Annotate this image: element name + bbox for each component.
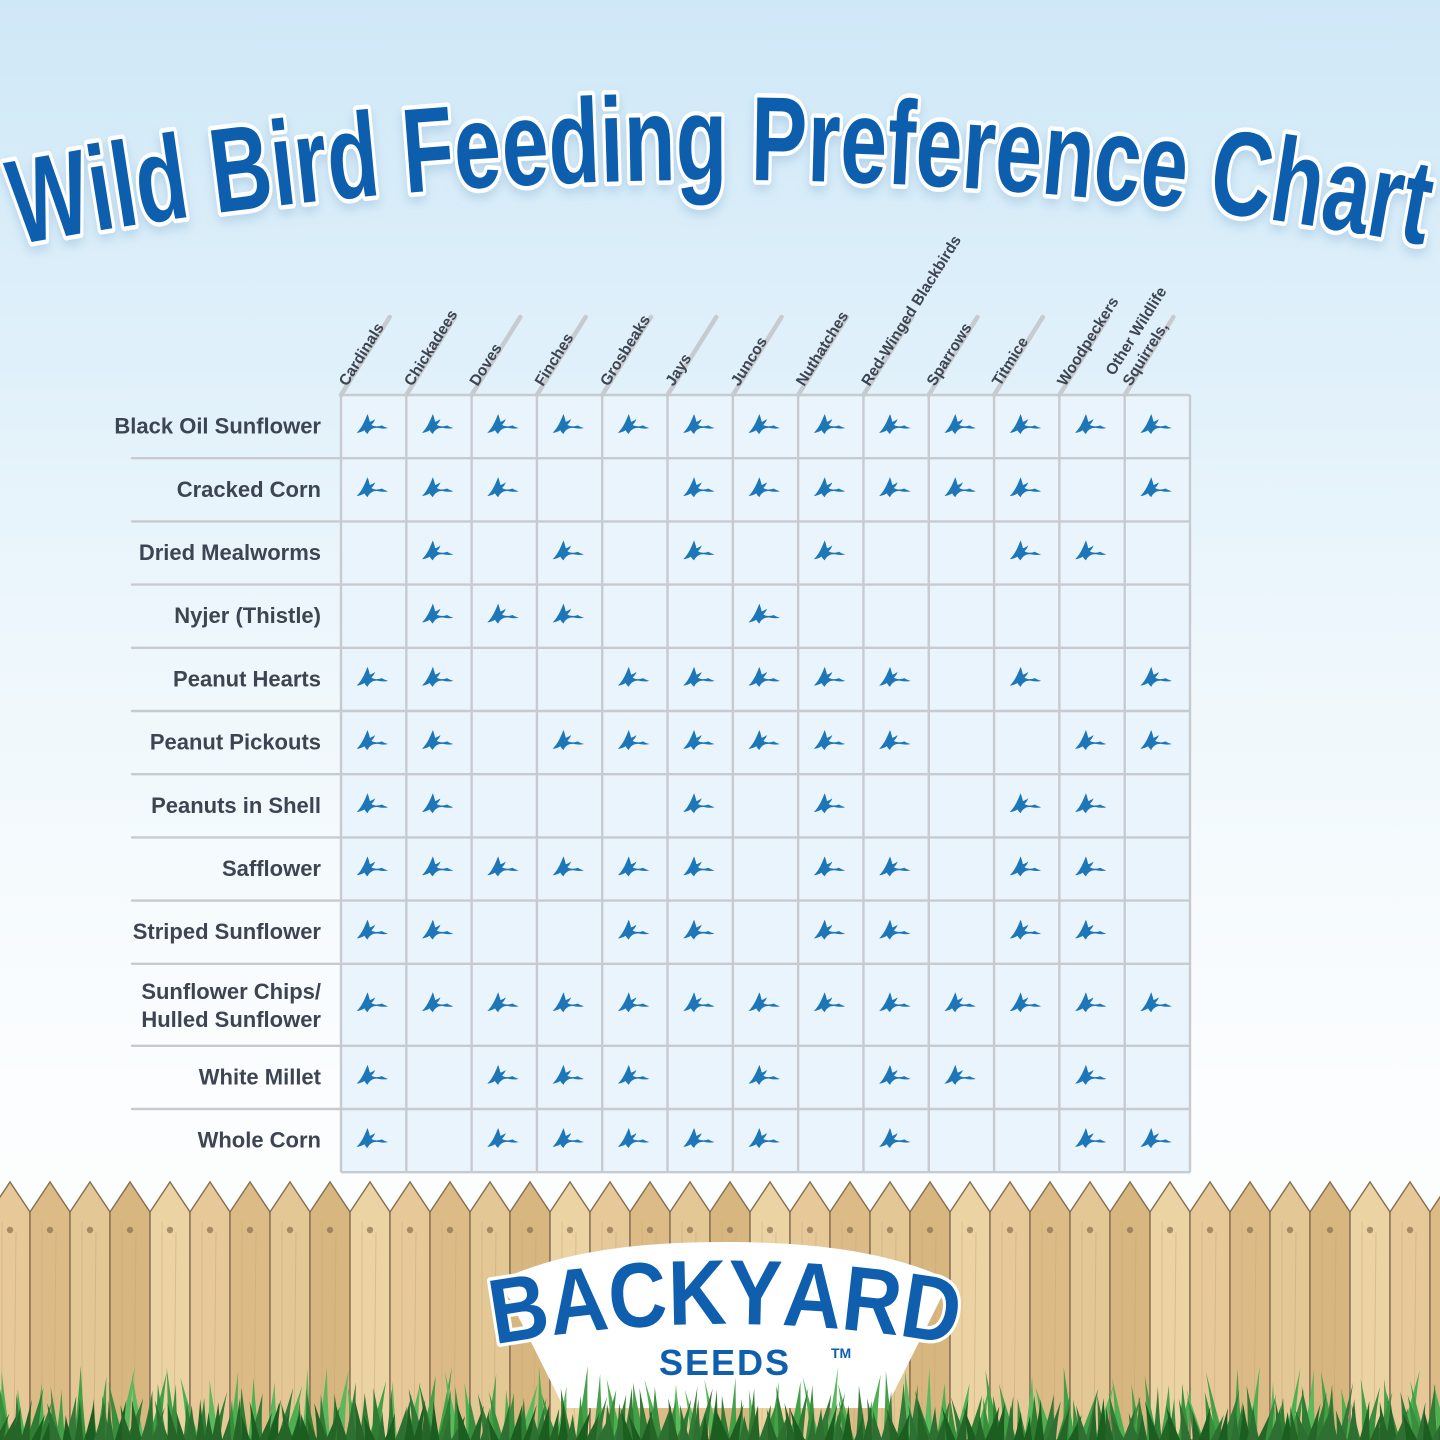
svg-text:Nyjer (Thistle): Nyjer (Thistle) [174, 603, 321, 628]
svg-text:Nuthatches: Nuthatches [793, 309, 852, 390]
svg-text:Whole Corn: Whole Corn [198, 1128, 321, 1153]
svg-text:Y: Y [727, 1242, 783, 1345]
svg-text:A: A [780, 1243, 845, 1349]
svg-text:Doves: Doves [467, 341, 506, 389]
svg-text:Peanut Hearts: Peanut Hearts [173, 666, 321, 691]
svg-text:White Millet: White Millet [199, 1064, 322, 1089]
svg-text:Chickadees: Chickadees [401, 307, 461, 389]
svg-text:SEEDS: SEEDS [659, 1342, 791, 1383]
svg-text:Safflower: Safflower [222, 856, 321, 881]
svg-text:Peanuts in Shell: Peanuts in Shell [151, 793, 321, 818]
svg-text:Finches: Finches [532, 330, 577, 389]
svg-text:Black Oil Sunflower: Black Oil Sunflower [114, 414, 321, 439]
svg-text:Sparrows: Sparrows [924, 320, 976, 389]
svg-text:Titmice: Titmice [989, 334, 1032, 389]
svg-text:Cracked Corn: Cracked Corn [177, 477, 321, 502]
svg-text:Dried Mealworms: Dried Mealworms [139, 540, 321, 565]
svg-text:Hulled Sunflower: Hulled Sunflower [141, 1007, 321, 1032]
svg-text:Peanut Pickouts: Peanut Pickouts [150, 730, 321, 755]
svg-text:Grosbeaks: Grosbeaks [597, 312, 654, 389]
svg-text:C: C [605, 1243, 670, 1349]
svg-text:K: K [667, 1242, 728, 1345]
svg-text:Sunflower Chips/: Sunflower Chips/ [141, 979, 321, 1004]
svg-text:A: A [543, 1248, 612, 1356]
svg-text:Cardinals: Cardinals [336, 320, 388, 389]
svg-text:Juncos: Juncos [728, 334, 771, 389]
svg-text:Striped Sunflower: Striped Sunflower [133, 919, 322, 944]
